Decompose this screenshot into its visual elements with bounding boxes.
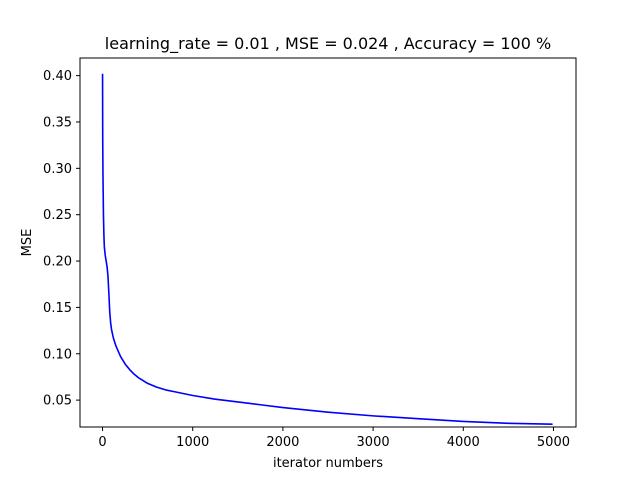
x-tick-label: 3000 — [357, 435, 390, 450]
x-tick-label: 4000 — [447, 435, 480, 450]
y-tick-label: 0.20 — [43, 255, 72, 270]
x-axis-label: iterator numbers — [273, 456, 383, 471]
y-tick-label: 0.25 — [43, 208, 72, 223]
series-layer — [101, 73, 553, 426]
axes-layer: 0 1000 2000 3000 4000 5000 0.05 0.10 0.15 0.20 0.2… — [43, 69, 570, 450]
plot-frame — [79, 57, 577, 428]
y-tick-label: 0.05 — [43, 394, 72, 409]
y-tick-label: 0.40 — [43, 69, 72, 84]
y-tick-label: 0.10 — [43, 347, 72, 362]
x-tick-label: 1000 — [176, 435, 209, 450]
x-tick-label: 5000 — [537, 435, 570, 450]
y-tick-label: 0.35 — [43, 115, 72, 130]
mse-line — [101, 73, 553, 426]
x-tick-label: 2000 — [266, 435, 299, 450]
y-axis-label: MSE — [20, 229, 35, 257]
y-tick-label: 0.15 — [43, 301, 72, 316]
chart-title: learning_rate = 0.01 , MSE = 0.024 , Acc… — [105, 34, 551, 54]
y-tick-label: 0.30 — [43, 162, 72, 177]
plot-area — [80, 58, 576, 427]
x-tick-label: 0 — [98, 435, 106, 450]
